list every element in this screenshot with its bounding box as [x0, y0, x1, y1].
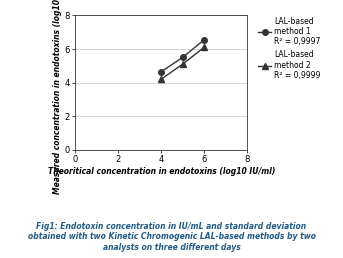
Text: Fig1: Endotoxin concentration in IU/mL and standard deviation
obtained with two : Fig1: Endotoxin concentration in IU/mL a… [27, 222, 316, 252]
Legend: LAL-based
method 1
R² = 0,9997, LAL-based
method 2
R² = 0,9999: LAL-based method 1 R² = 0,9997, LAL-base… [258, 17, 321, 80]
Y-axis label: Measured concentration in endotoxins (log10 IU/ml): Measured concentration in endotoxins (lo… [53, 0, 62, 194]
X-axis label: Theoritical concentration in endotoxins (log10 IU/ml): Theoritical concentration in endotoxins … [48, 167, 275, 176]
